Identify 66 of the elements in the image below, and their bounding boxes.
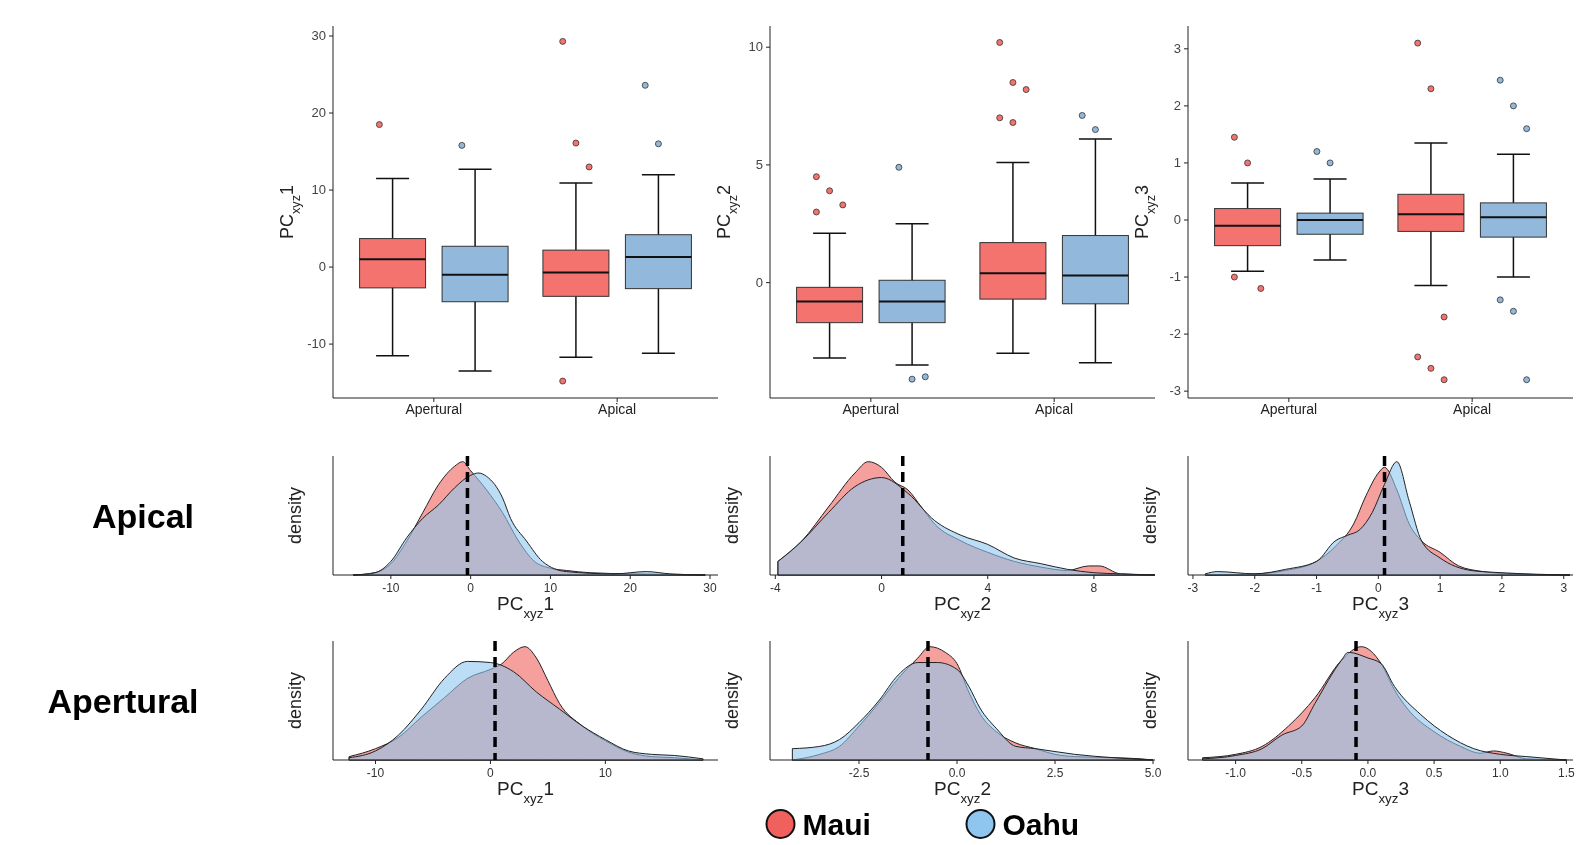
x-tick-label: -10 [382, 581, 400, 595]
y-tick-label: -3 [1169, 383, 1181, 399]
y-tick-label: -1 [1169, 269, 1181, 285]
x-tick-label: 3 [1560, 581, 1568, 595]
y-axis-title: density [1140, 671, 1160, 730]
x-tick-label: -0.5 [1291, 766, 1313, 780]
y-axis-title: density [1140, 486, 1160, 545]
y-tick-label: 0 [1173, 211, 1181, 227]
y-tick-label: 10 [748, 39, 763, 55]
x-tick-label: Apertural [405, 401, 463, 417]
x-axis-title: PC$_{xyz}$2 [934, 778, 991, 806]
y-tick-label: 30 [311, 28, 326, 44]
x-tick-label: 2 [1498, 581, 1506, 595]
y-tick-label: 20 [311, 105, 326, 121]
x-tick-label: Apertural [1260, 401, 1318, 417]
x-tick-label: 1.5 [1558, 766, 1576, 780]
y-axis-title: density [285, 671, 305, 730]
y-axis-title: density [722, 671, 742, 730]
x-tick-label: -1 [1311, 581, 1323, 595]
y-tick-label: 0 [318, 259, 326, 275]
x-tick-label: 5.0 [1144, 766, 1162, 780]
x-tick-label: 0.0 [948, 766, 966, 780]
y-tick-label: 3 [1173, 40, 1181, 56]
y-tick-label: 10 [311, 182, 326, 198]
x-tick-label: Apertural [842, 401, 900, 417]
x-tick-label: 20 [623, 581, 638, 595]
x-tick-label: 1.0 [1491, 766, 1509, 780]
x-tick-label: 4 [984, 581, 992, 595]
x-tick-label: 2.5 [1046, 766, 1064, 780]
x-tick-label: Apical [598, 401, 637, 417]
x-tick-label: Apical [1035, 401, 1074, 417]
x-tick-label: 0 [467, 581, 475, 595]
text: Apical [91, 496, 195, 535]
legend-label: Maui [802, 808, 871, 841]
x-tick-label: -2 [1249, 581, 1261, 595]
x-axis-title: PC$_{xyz}$3 [1352, 593, 1409, 621]
x-tick-label: Apical [1453, 401, 1492, 417]
x-tick-label: 10 [543, 581, 558, 595]
x-tick-label: -1.0 [1225, 766, 1247, 780]
x-tick-label: 0.0 [1359, 766, 1377, 780]
y-tick-label: -2 [1169, 326, 1181, 342]
legend-label: Oahu [1002, 808, 1080, 841]
y-tick-label: -10 [307, 336, 326, 352]
x-tick-label: 1 [1436, 581, 1444, 595]
y-tick-label: 5 [755, 156, 763, 172]
x-tick-label: 0.5 [1425, 766, 1443, 780]
y-axis-title: density [722, 486, 742, 545]
x-axis-title: PC$_{xyz}$1 [497, 593, 554, 621]
y-tick-label: 0 [755, 274, 763, 290]
x-tick-label: 0 [878, 581, 886, 595]
x-tick-label: 10 [598, 766, 613, 780]
y-tick-label: 2 [1173, 97, 1181, 113]
x-tick-label: -10 [366, 766, 385, 780]
x-tick-label: 8 [1090, 581, 1098, 595]
x-tick-label: -4 [769, 581, 781, 595]
x-tick-label: -2.5 [848, 766, 870, 780]
x-tick-label: 0 [1374, 581, 1382, 595]
x-tick-label: 30 [703, 581, 718, 595]
x-axis-title: PC$_{xyz}$1 [497, 778, 554, 806]
y-tick-label: 1 [1173, 154, 1181, 170]
x-tick-label: 0 [487, 766, 495, 780]
x-tick-label: -3 [1187, 581, 1199, 595]
text: Apertural [47, 681, 199, 720]
y-axis-title: density [285, 486, 305, 545]
x-axis-title: PC$_{xyz}$3 [1352, 778, 1409, 806]
x-axis-title: PC$_{xyz}$2 [934, 593, 991, 621]
